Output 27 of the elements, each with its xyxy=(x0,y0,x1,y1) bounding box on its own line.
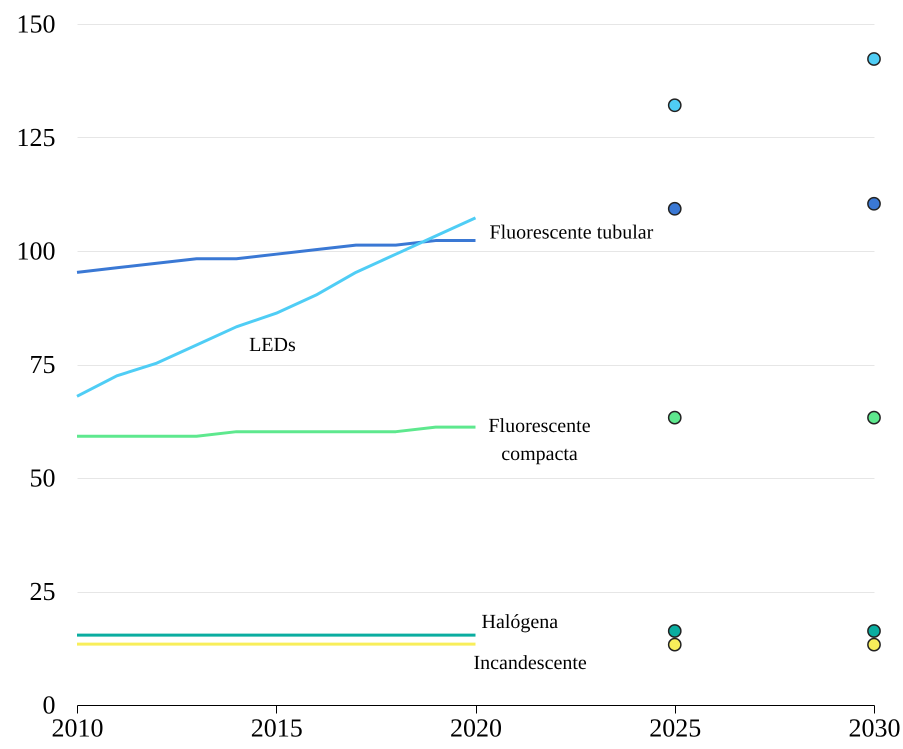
x-tick-label: 2020 xyxy=(450,714,502,742)
y-tick-label: 150 xyxy=(16,10,56,38)
x-tick-label: 2025 xyxy=(649,714,702,742)
point xyxy=(668,202,682,216)
series-label: Incandescente xyxy=(474,652,587,674)
point xyxy=(867,52,881,66)
point xyxy=(668,638,682,652)
point xyxy=(668,410,682,424)
y-tick-label: 50 xyxy=(30,464,56,492)
x-tick-label: 2015 xyxy=(250,714,303,742)
x-tick-label: 2030 xyxy=(848,714,900,742)
y-tick-label: 25 xyxy=(30,577,56,606)
series-label: Halógena xyxy=(482,611,558,634)
series-label: LEDs xyxy=(249,334,296,356)
point xyxy=(867,410,881,424)
y-tick-label: 125 xyxy=(16,123,56,152)
point xyxy=(668,624,682,638)
point xyxy=(867,196,881,211)
y-tick-label: 100 xyxy=(16,236,56,266)
line-series xyxy=(76,239,477,274)
series-label: Fluorescente compacta xyxy=(488,415,591,466)
point xyxy=(668,98,682,112)
point xyxy=(867,624,881,638)
y-tick-label: 75 xyxy=(30,350,56,379)
line-series xyxy=(76,216,477,398)
series-label: Fluorescente tubular xyxy=(490,222,654,244)
point xyxy=(867,638,881,652)
